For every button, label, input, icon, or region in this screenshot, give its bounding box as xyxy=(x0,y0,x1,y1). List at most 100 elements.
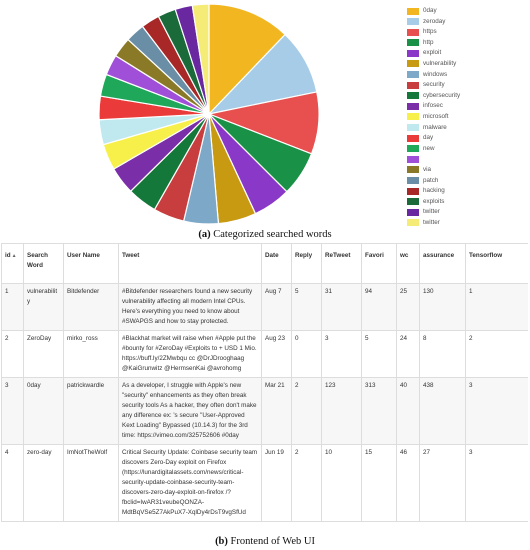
table-row[interactable]: 2 ZeroDay mirko_ross #Blackhat market will … xyxy=(1,330,528,378)
column-header-label: Date xyxy=(265,252,279,259)
tweets-table: id▲ Search Word User Name Tweet Date Reply ReT… xyxy=(1,243,528,522)
table-cell: 313 xyxy=(361,377,397,445)
column-header-favori[interactable]: Favori xyxy=(361,243,397,284)
caption-bottom-text: Frontend of Web UI xyxy=(230,536,315,547)
table-cell: 5 xyxy=(291,283,322,331)
chart-legend: 0day zeroday https http exploit vulnerability… xyxy=(407,6,517,228)
legend-item xyxy=(407,154,517,164)
table-cell: Aug 23 xyxy=(261,330,292,378)
legend-label: hacking xyxy=(423,187,445,195)
table-cell: Mar 21 xyxy=(261,377,292,445)
table-cell: 8 xyxy=(419,330,466,378)
column-header-label: Tensorflow xyxy=(469,252,503,259)
legend-item: cybersecurity xyxy=(407,91,517,101)
legend-item: microsoft xyxy=(407,112,517,122)
column-header-retweet[interactable]: ReTweet xyxy=(321,243,362,284)
column-header-label: ReTweet xyxy=(325,252,351,259)
table-cell: 438 xyxy=(419,377,466,445)
column-header-wc[interactable]: wc xyxy=(396,243,420,284)
legend-swatch xyxy=(407,92,419,100)
legend-label: windows xyxy=(423,70,448,78)
legend-label: exploits xyxy=(423,197,445,205)
table-cell: 24 xyxy=(396,330,420,378)
table-cell: 4 xyxy=(1,444,24,522)
legend-item: patch xyxy=(407,176,517,186)
table-row[interactable]: 3 0day patrickwardle As a developer, I stru… xyxy=(1,377,528,445)
column-header-label: Reply xyxy=(295,252,313,259)
column-header-label: User Name xyxy=(67,252,100,259)
column-header-label: wc xyxy=(400,252,409,259)
legend-item: security xyxy=(407,80,517,90)
column-header-id[interactable]: id▲ xyxy=(1,243,24,284)
caption-bottom: (b) Frontend of Web UI xyxy=(0,536,530,547)
column-header-assurance[interactable]: assurance xyxy=(419,243,466,284)
legend-item: exploits xyxy=(407,197,517,207)
legend-item: hacking xyxy=(407,186,517,196)
table-cell: zero-day xyxy=(23,444,64,522)
legend-label: 0day xyxy=(423,7,437,14)
legend-label: security xyxy=(423,81,445,89)
column-header-user-name[interactable]: User Name xyxy=(63,243,119,284)
legend-item: exploit xyxy=(407,48,517,58)
column-header-search-word[interactable]: Search Word xyxy=(23,243,64,284)
table-cell: As a developer, I struggle with Apple's … xyxy=(118,377,262,445)
column-header-date[interactable]: Date xyxy=(261,243,292,284)
legend-item: day xyxy=(407,133,517,143)
legend-item: new xyxy=(407,144,517,154)
legend-label: twitter xyxy=(423,218,440,226)
table-cell: 123 xyxy=(321,377,362,445)
table-cell: 40 xyxy=(396,377,420,445)
table-cell: 3 xyxy=(465,444,528,522)
legend-label: day xyxy=(423,134,434,142)
table-row[interactable]: 1 vulnerability Bitdefender #Bitdefender re… xyxy=(1,283,528,331)
legend-item: https xyxy=(407,27,517,37)
legend-swatch xyxy=(407,7,419,15)
table-cell: #Bitdefender researchers found a new sec… xyxy=(118,283,262,331)
legend-swatch xyxy=(407,177,419,184)
caption-top-text: Categorized searched words xyxy=(213,229,332,240)
legend-swatch xyxy=(407,28,419,36)
legend-label: new xyxy=(423,144,435,152)
legend-item: 0day xyxy=(407,6,517,16)
column-header-tensorflow[interactable]: Tensorflow xyxy=(465,243,528,284)
table-cell: patrickwardle xyxy=(63,377,119,445)
legend-label: http xyxy=(423,38,434,46)
table-cell: Bitdefender xyxy=(63,283,119,331)
column-header-reply[interactable]: Reply xyxy=(291,243,322,284)
caption-top-letter: (a) xyxy=(198,229,211,240)
legend-label: https xyxy=(423,28,437,36)
column-header-label: Tweet xyxy=(122,252,140,259)
legend-swatch xyxy=(407,102,419,110)
legend-item: http xyxy=(407,38,517,48)
table-cell: 2 xyxy=(465,330,528,378)
tweets-table-panel: id▲ Search Word User Name Tweet Date Reply ReT… xyxy=(1,243,528,535)
table-cell: 5 xyxy=(361,330,397,378)
legend-swatch xyxy=(407,145,419,153)
legend-swatch xyxy=(407,18,419,26)
legend-label: patch xyxy=(423,176,439,184)
caption-top: (a) Categorized searched words xyxy=(0,229,530,240)
table-cell: 130 xyxy=(419,283,466,331)
table-row[interactable]: 4 zero-day ImNotTheWolf Critical Security U… xyxy=(1,444,528,522)
table-cell: #Blackhat market will raise when #Apple … xyxy=(118,330,262,378)
pie-slice-0 xyxy=(208,3,286,116)
legend-label: vulnerability xyxy=(423,59,457,67)
pie-chart-panel: 0day zeroday https http exploit vulnerability… xyxy=(0,0,530,228)
legend-label: malware xyxy=(423,123,447,131)
legend-label: twitter xyxy=(423,208,440,216)
sort-ascending-icon[interactable]: ▲ xyxy=(11,253,17,259)
legend-swatch xyxy=(407,198,419,206)
table-cell: Jun 19 xyxy=(261,444,292,522)
table-cell: 27 xyxy=(419,444,466,522)
column-header-label: id xyxy=(5,252,11,259)
pie-chart xyxy=(98,3,320,225)
legend-item: vulnerability xyxy=(407,59,517,69)
column-header-tweet[interactable]: Tweet xyxy=(118,243,262,284)
table-cell: ImNotTheWolf xyxy=(63,444,119,522)
table-cell: 15 xyxy=(361,444,397,522)
table-cell: 1 xyxy=(465,283,528,331)
pie-slice-20 xyxy=(191,3,210,115)
legend-label: microsoft xyxy=(423,112,449,120)
legend-item: malware xyxy=(407,123,517,133)
legend-item: infosec xyxy=(407,101,517,111)
